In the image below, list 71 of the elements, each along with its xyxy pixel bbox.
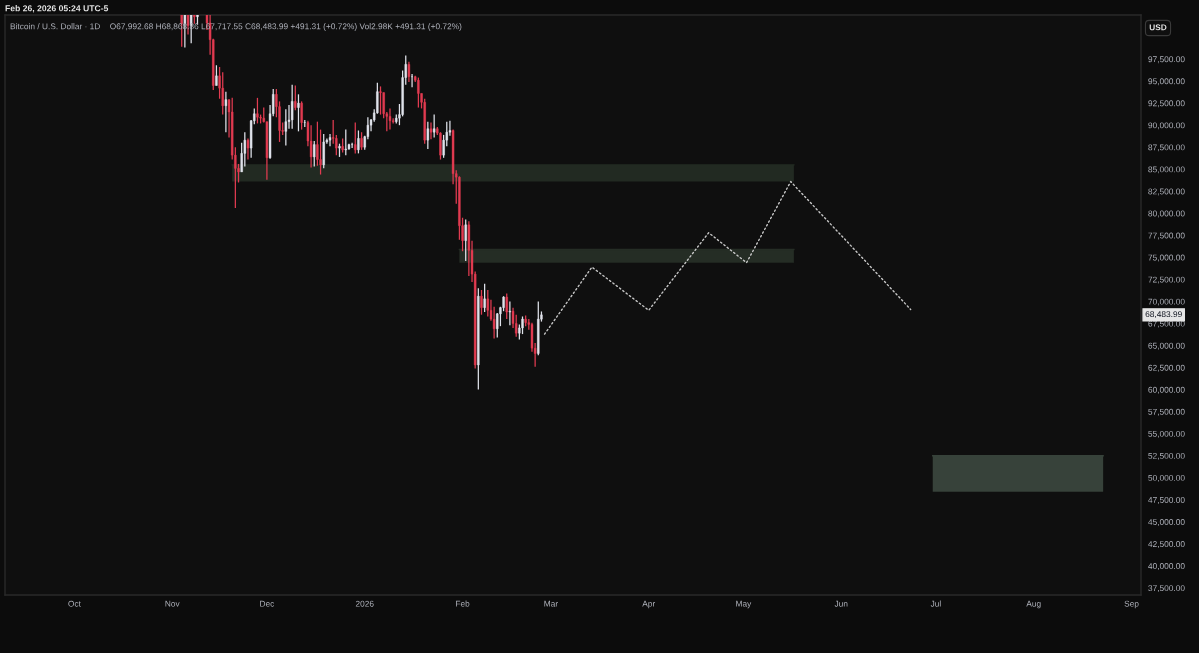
y-tick-label: 82,500.00 [1148,188,1185,196]
y-tick-label: 80,000.00 [1148,210,1185,218]
y-tick-label: 52,500.00 [1148,452,1185,460]
x-tick-label: Aug [1026,600,1041,609]
candlestick [290,84,294,130]
y-tick-label: 75,000.00 [1148,254,1185,262]
candlestick [508,300,512,326]
y-tick-label: 87,500.00 [1148,144,1185,152]
candlestick [439,131,442,161]
candlestick [429,121,433,140]
line-series [543,180,912,335]
text: Feb 26, 2026 05:24 UTC-5 [5,4,109,13]
candlestick [224,91,228,133]
x-tick-label: Mar [544,600,558,607]
y-tick-label: 92,500.00 [1148,100,1185,108]
x-tick-label: May [736,600,752,609]
y-tick-label: 57,500.00 [1148,408,1185,416]
y-tick-label: 40,000.00 [1148,563,1185,570]
candlestick [464,218,467,262]
x-tick-label: Jul [930,600,941,607]
candlestick [309,124,313,169]
candlestick [486,289,489,318]
candlestick [505,292,508,320]
x-tick-label: Oct [68,600,81,607]
x-tick-label: 2026 [355,600,374,607]
y-tick-label: 60,000.00 [1148,386,1185,394]
y-tick-label: 97,500.00 [1148,56,1185,64]
x-tick-label: Feb [456,600,470,607]
y-tick-label: 37,500.00 [1148,585,1185,593]
x-tick-label: Dec [260,600,275,607]
candlestick [480,289,483,316]
text: Bitcoin / U.S. Dollar · 1D [10,23,100,30]
candlestick [360,131,363,151]
candlestick [521,315,524,335]
y-tick-label: 65,000.00 [1148,342,1185,350]
y-tick-label: 42,500.00 [1148,541,1185,548]
x-tick-label: Apr [642,600,656,609]
y-tick-label: 47,500.00 [1148,497,1185,504]
x-tick-label: Nov [165,600,180,607]
candlestick [417,76,420,109]
y-tick-label: 70,000.00 [1148,298,1185,306]
candlestick [354,121,357,155]
y-tick-label: 67,500.00 [1148,320,1185,328]
y-tick-label: 85,000.00 [1148,166,1185,174]
candlestick [407,61,411,83]
candlestick [221,71,224,116]
candlestick [357,129,360,155]
candlestick [483,283,486,313]
text: USD [1149,24,1167,31]
candlestick [246,137,250,161]
candlestick [294,84,297,111]
x-tick-label: Sep [1124,600,1139,609]
candlestick [313,140,316,168]
y-tick-label: 95,000.00 [1148,78,1185,86]
candlestick [297,93,300,132]
candlestick [300,100,303,131]
candlestick [256,97,259,125]
y-tick-label: 45,000.00 [1148,519,1185,526]
y-tick-label: 62,500.00 [1148,364,1185,372]
y-tick-label: 55,000.00 [1148,430,1185,438]
candlestick [502,295,505,312]
candlestick [379,85,382,116]
candlestick [322,133,325,169]
y-tick-label: 90,000.00 [1148,122,1185,130]
y-tick-label: 72,500.00 [1148,276,1185,284]
x-tick-label: Jun [834,600,848,607]
candlestick [215,64,218,87]
text: 68,483.99 [1145,311,1182,319]
y-tick-label: 77,500.00 [1148,232,1185,240]
candlestick [338,143,341,158]
y-tick-label: 50,000.00 [1148,474,1185,482]
